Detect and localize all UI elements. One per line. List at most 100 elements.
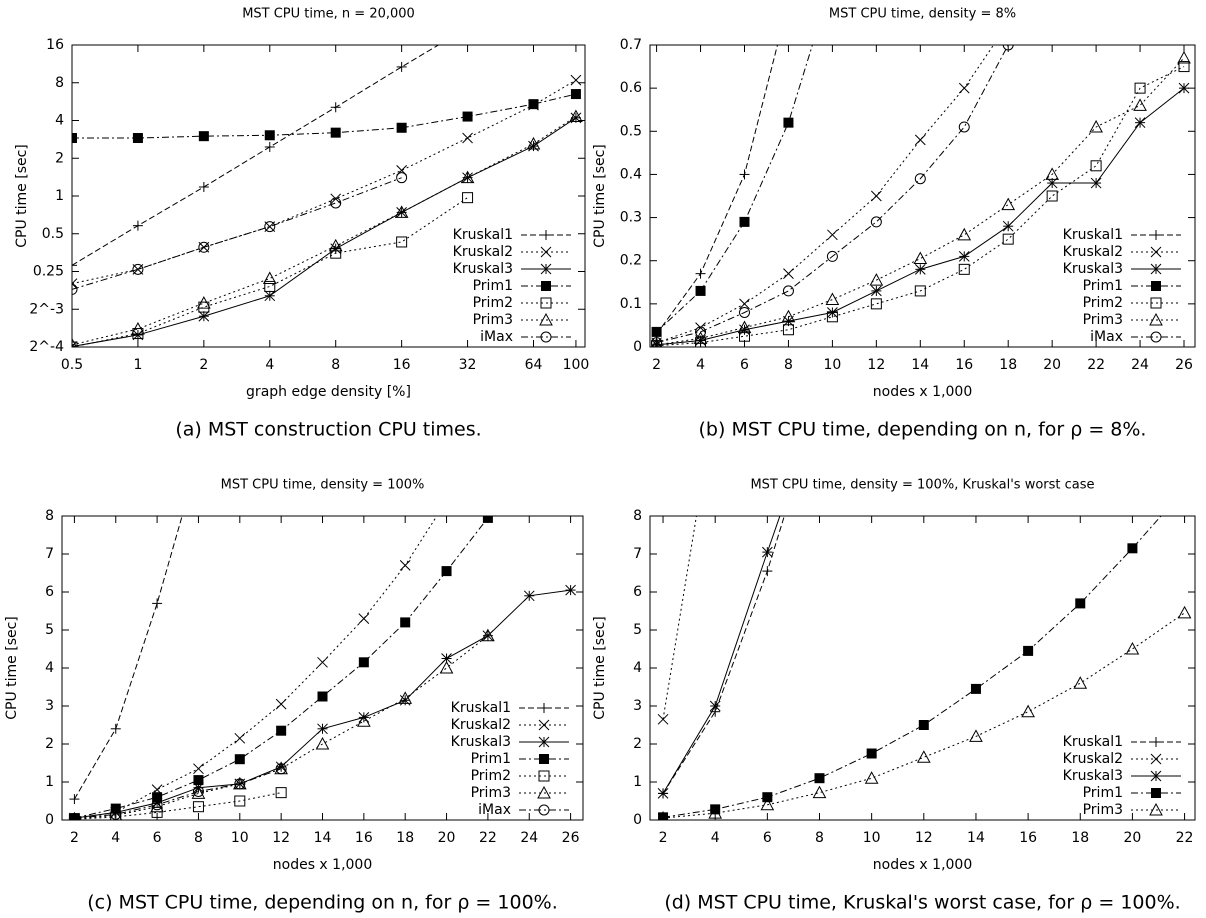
series-line (74, 516, 438, 819)
marker (866, 748, 877, 759)
marker (72, 260, 77, 271)
marker (1150, 263, 1162, 275)
chart-title: MST CPU time, density = 100% (221, 478, 425, 493)
marker (462, 132, 473, 144)
y-tick-label: 0.4 (620, 166, 642, 182)
marker (151, 799, 163, 811)
marker (396, 172, 408, 184)
marker (193, 454, 203, 464)
marker (540, 246, 552, 258)
marker (782, 324, 794, 336)
y-axis-label: CPU time [sec] (14, 144, 30, 248)
x-axis-label: graph edge density [%] (246, 384, 411, 400)
legend-label: Kruskal2 (453, 244, 513, 260)
x-tick-label: 2 (659, 830, 668, 846)
legend-label: Kruskal3 (1063, 261, 1123, 277)
marker (870, 285, 882, 297)
y-tick-label: 5 (633, 622, 642, 638)
y-tick-label: 0.2 (620, 253, 642, 269)
x-tick-label: 4 (265, 357, 274, 373)
legend-label: Kruskal1 (453, 227, 513, 243)
marker (1151, 230, 1161, 240)
legend-label: Kruskal2 (1063, 751, 1123, 767)
x-tick-label: 12 (915, 830, 933, 846)
marker (762, 566, 773, 577)
legend-label: Prim3 (1083, 802, 1123, 818)
marker (1150, 770, 1162, 782)
marker (870, 190, 882, 202)
x-tick-label: 2 (70, 830, 79, 846)
marker (1023, 645, 1034, 656)
x-tick-label: 10 (863, 830, 881, 846)
legend-label: iMax (478, 802, 511, 818)
marker (739, 216, 750, 227)
marker (695, 322, 706, 333)
marker (1045, 167, 1060, 180)
marker (110, 811, 122, 820)
marker (658, 811, 668, 820)
marker (152, 598, 163, 609)
marker (399, 560, 411, 571)
marker (317, 723, 328, 735)
x-tick-label: 20 (1124, 830, 1142, 846)
y-tick-label: 0.25 (33, 264, 64, 280)
marker (317, 691, 328, 702)
x-tick-label: 26 (1175, 357, 1193, 373)
marker (110, 808, 122, 820)
marker (396, 61, 407, 72)
marker (193, 763, 204, 775)
marker (1150, 753, 1162, 765)
y-tick-label: 2^-4 (29, 339, 64, 355)
marker (276, 725, 287, 736)
y-tick-label: 8 (55, 75, 64, 91)
marker (826, 311, 838, 323)
marker (709, 700, 721, 712)
marker (152, 792, 163, 803)
marker (1133, 98, 1147, 111)
marker (315, 736, 330, 750)
marker (783, 268, 794, 280)
marker (132, 133, 143, 144)
legend-label: iMax (1090, 329, 1123, 345)
series-line (72, 177, 402, 290)
x-tick-label: 26 (562, 830, 580, 846)
marker (916, 750, 931, 763)
y-tick-label: 7 (45, 546, 54, 562)
series-line (656, 57, 1185, 346)
marker (398, 691, 413, 704)
marker (570, 89, 581, 100)
caption: (b) MST CPU time, depending on n, for ρ … (699, 419, 1147, 441)
x-axis-label: nodes x 1,000 (273, 857, 373, 873)
marker (708, 806, 723, 819)
marker (539, 703, 549, 713)
series-line (74, 517, 489, 819)
marker (914, 134, 926, 146)
plot-frame (649, 515, 1196, 821)
x-tick-label: 64 (525, 357, 543, 373)
series-line (74, 768, 282, 819)
marker (1150, 297, 1162, 309)
marker (234, 754, 245, 765)
marker (198, 241, 210, 253)
plot-area (72, 45, 583, 347)
x-axis-label: nodes x 1,000 (873, 384, 973, 400)
marker (264, 280, 276, 292)
marker (914, 263, 926, 275)
marker (537, 785, 551, 799)
x-tick-label: 4 (111, 830, 120, 846)
x-tick-label: 22 (1087, 357, 1105, 373)
marker (1089, 119, 1103, 133)
marker (69, 794, 80, 805)
marker (651, 340, 663, 347)
x-tick-label: 2 (652, 357, 661, 373)
marker (482, 516, 493, 523)
marker (870, 216, 882, 228)
x-tick-label: 2 (199, 357, 208, 373)
marker (275, 787, 287, 799)
caption: (d) MST CPU time, Kruskal's worst case, … (664, 892, 1180, 914)
marker (131, 321, 145, 335)
marker (1149, 802, 1163, 816)
x-tick-label: 14 (911, 357, 929, 373)
x-tick-label: 4 (711, 830, 720, 846)
y-tick-label: 8 (45, 508, 54, 524)
